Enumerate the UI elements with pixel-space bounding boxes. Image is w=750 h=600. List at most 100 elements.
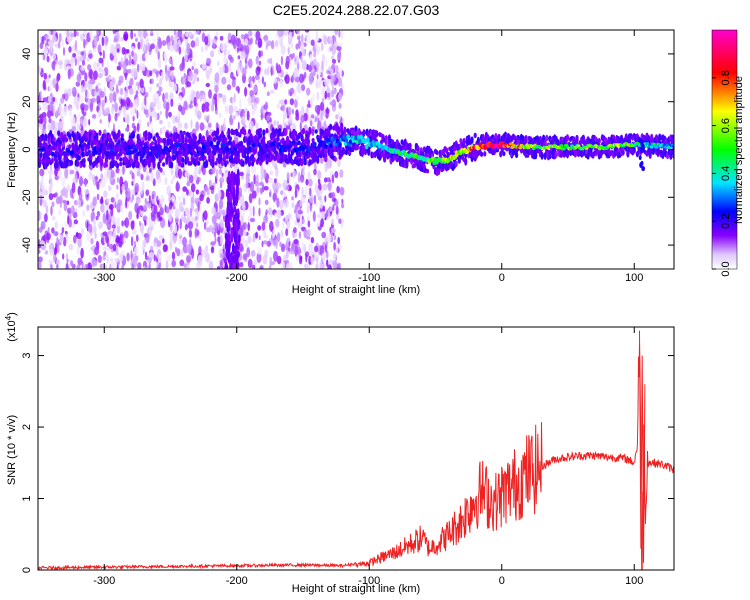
heatmap-cell [59,234,64,244]
heatmap-cell [50,158,54,164]
heatmap-cell [116,177,120,184]
heatmap-cell [104,158,108,164]
heatmap-cell [269,57,273,65]
ridge-point [134,148,138,153]
heatmap-cell [142,239,147,247]
heatmap-cell [204,101,210,109]
heatmap-cell [154,113,158,122]
heatmap-cell [56,236,59,246]
heatmap-cell [242,67,247,76]
heatmap-cell [632,147,636,153]
heatmap-cell [318,78,321,89]
heatmap-cell [153,204,158,215]
heatmap-cell [133,67,138,78]
heatmap-cell [150,30,153,35]
heatmap-cell [245,45,250,55]
heatmap-cell [316,156,320,164]
heatmap-cell [148,51,152,56]
heatmap-cell [255,174,259,184]
heatmap-cell [109,92,114,104]
heatmap-cell [219,153,223,162]
heatmap-cell [242,253,248,261]
heatmap-cell [291,202,295,209]
heatmap-cell [66,200,70,206]
heatmap-cell [310,236,315,244]
heatmap-cell [299,256,303,262]
heatmap-cell [106,198,110,204]
heatmap-cell [93,61,98,70]
heatmap-cell [288,30,294,33]
heatmap-cell [148,86,153,93]
heatmap-cell [338,102,342,109]
heatmap-cell [308,64,312,73]
heatmap-cell [224,104,228,114]
heatmap-cell [98,129,102,136]
heatmap-cell [268,264,272,269]
ridge-point [228,140,232,146]
heatmap-cell [185,170,189,177]
heatmap-cell [338,78,342,86]
heatmap-cell [332,204,335,211]
heatmap-cell [54,96,58,106]
heatmap-cell [252,205,255,217]
heatmap-cell [196,106,200,111]
heatmap-cell [335,205,339,215]
heatmap-cell [228,203,232,213]
heatmap-cell [305,253,308,263]
heatmap-cell [286,249,289,259]
heatmap-cell [93,47,97,53]
heatmap-cell [214,236,217,244]
heatmap-cell [195,207,198,216]
heatmap-cell [294,188,298,199]
heatmap-cell [126,114,130,125]
heatmap-cell [137,83,140,91]
heatmap-cell [211,206,216,215]
heatmap-cell [143,266,146,269]
heatmap-cell [204,160,209,168]
heatmap-cell [143,42,146,52]
heatmap-cell [170,161,174,169]
heatmap-cell [230,229,234,243]
heatmap-cell [108,243,114,250]
heatmap-cell [162,92,165,102]
heatmap-cell [246,110,250,121]
heatmap-cell [305,178,309,186]
heatmap-cell [190,183,196,193]
heatmap-cell [156,211,161,218]
heatmap-cell [195,37,200,48]
heatmap-cell [250,250,256,257]
heatmap-cell [331,99,337,107]
heatmap-cell [76,246,80,255]
ridge-point [46,151,51,157]
heatmap-cell [193,135,197,141]
heatmap-cell [276,197,280,208]
heatmap-cell [336,45,342,51]
heatmap-cell [101,99,106,107]
heatmap-cell [190,40,196,48]
heatmap-cell [263,230,267,239]
heatmap-cell [234,221,238,230]
ridge-point [57,144,61,150]
heatmap-cell [195,121,200,132]
heatmap-cell [260,166,265,177]
heatmap-cell [223,55,228,64]
heatmap-cell [44,42,47,48]
heatmap-cell [206,58,212,65]
heatmap-cell [173,30,176,36]
heatmap-cell [58,195,63,204]
heatmap-cell [284,99,288,105]
heatmap-cell [301,42,304,52]
heatmap-cell [49,248,54,257]
heatmap-cell [114,102,118,113]
heatmap-cell [146,265,150,269]
heatmap-cell [304,186,307,197]
heatmap-cell [65,137,69,143]
heatmap-cell [338,92,343,100]
heatmap-cell [312,210,316,222]
heatmap-cell [77,124,81,131]
heatmap-cell [298,231,302,239]
ridge-point [323,143,328,149]
heatmap-cell [253,85,258,94]
heatmap-cell [157,161,161,170]
heatmap-cell [96,95,101,104]
